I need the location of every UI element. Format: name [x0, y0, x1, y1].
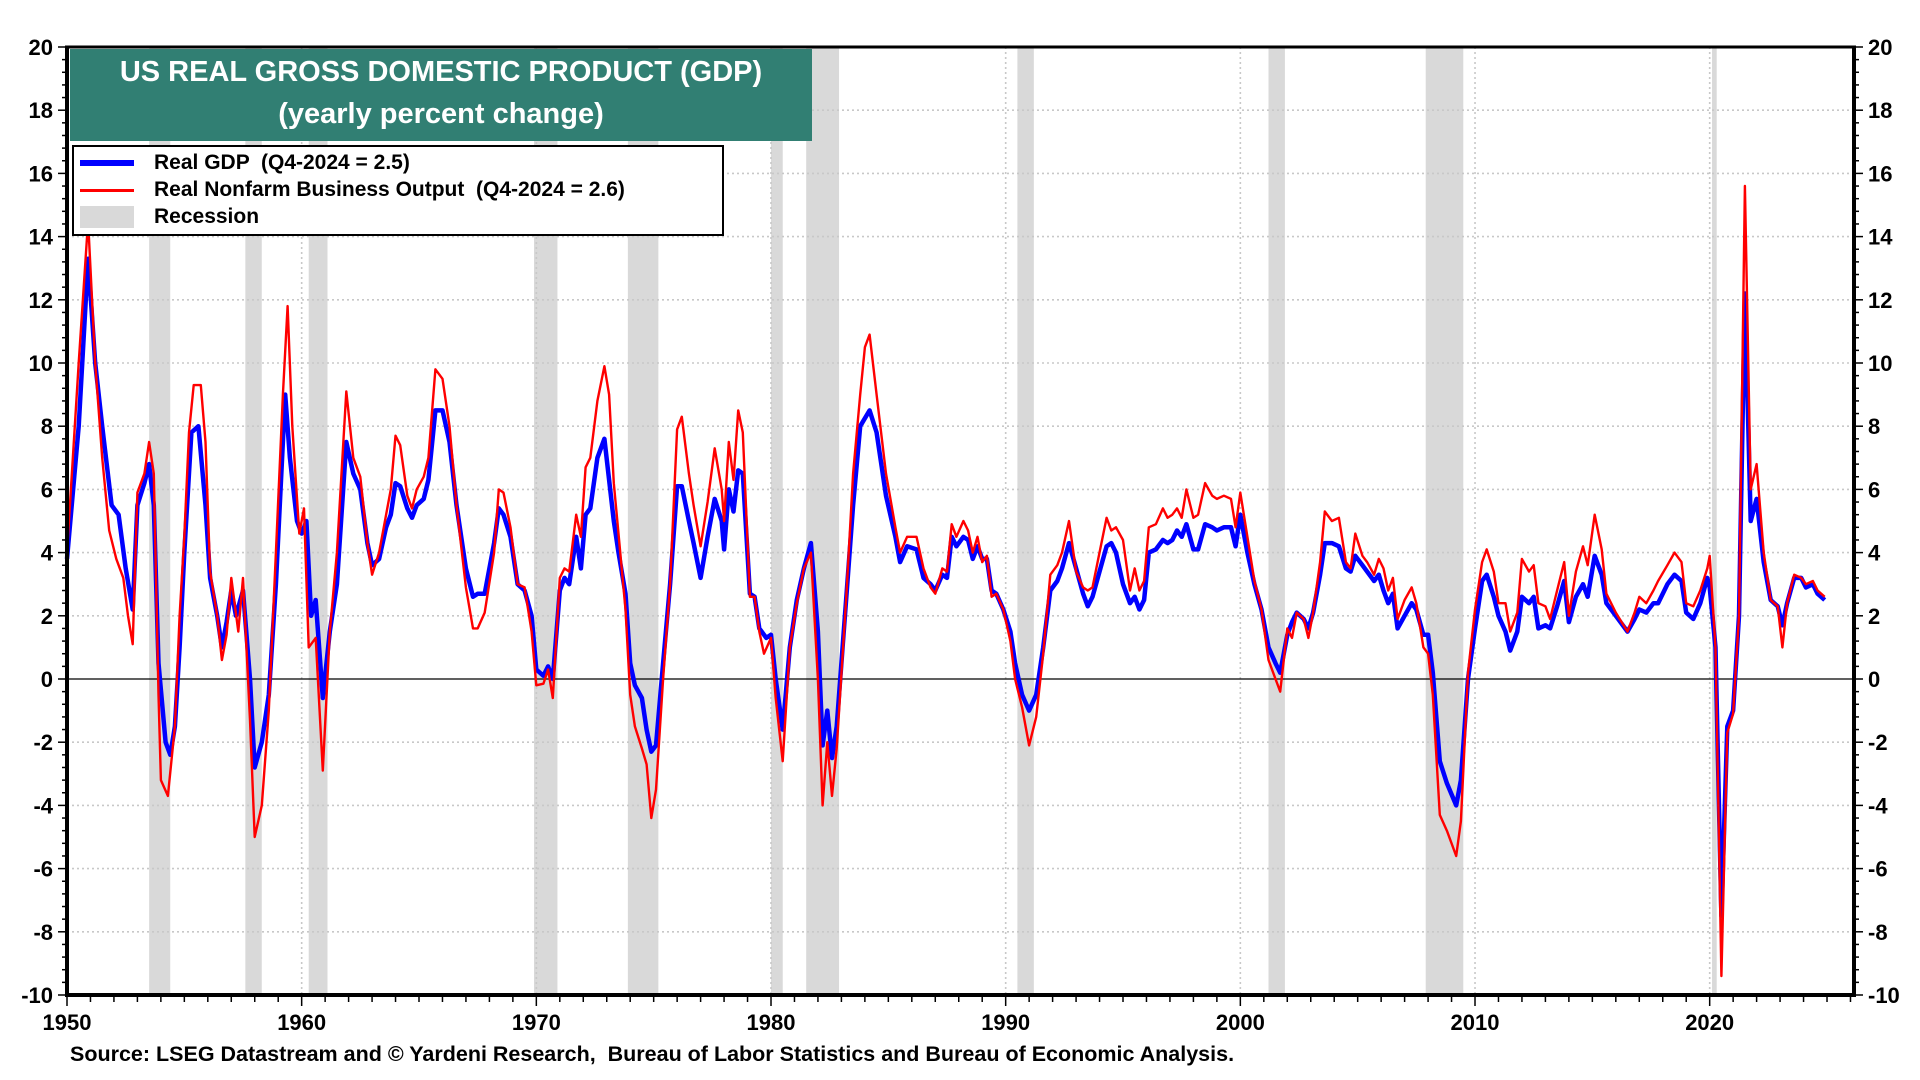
left-y-tick-label: 14 — [29, 225, 54, 250]
recession-band — [149, 47, 171, 995]
x-tick-label: 1950 — [43, 1010, 92, 1035]
left-y-tick-label: -2 — [33, 730, 53, 755]
legend: Real GDP (Q4-2024 = 2.5) Real Nonfarm Bu… — [72, 145, 724, 236]
x-tick-label: 2010 — [1451, 1010, 1500, 1035]
recession-band — [1712, 47, 1717, 995]
x-tick-label: 1980 — [747, 1010, 796, 1035]
left-y-tick-label: -8 — [33, 920, 53, 945]
legend-item-nonfarm-output: Real Nonfarm Business Output (Q4-2024 = … — [80, 176, 625, 204]
chart-title: US REAL GROSS DOMESTIC PRODUCT (GDP) — [119, 56, 763, 88]
left-y-tick-label: 20 — [29, 35, 53, 60]
source-note: Source: LSEG Datastream and © Yardeni Re… — [70, 1042, 1235, 1066]
chart-title-box: US REAL GROSS DOMESTIC PRODUCT (GDP) (ye… — [70, 49, 812, 141]
left-y-tick-label: 18 — [29, 98, 53, 123]
legend-swatch-recession — [80, 206, 134, 228]
right-y-tick-label: 18 — [1868, 98, 1892, 123]
legend-item-recession: Recession — [80, 203, 259, 231]
x-tick-label: 2000 — [1216, 1010, 1265, 1035]
right-y-tick-label: 4 — [1868, 541, 1881, 566]
x-tick-label: 1990 — [981, 1010, 1030, 1035]
legend-item-real-gdp: Real GDP (Q4-2024 = 2.5) — [80, 149, 410, 177]
recession-band — [1017, 47, 1034, 995]
recession-band — [1425, 47, 1464, 995]
right-y-tick-label: 8 — [1868, 414, 1880, 439]
x-tick-label: 1960 — [277, 1010, 326, 1035]
left-y-tick-label: 6 — [41, 477, 53, 502]
chart-subtitle: (yearly percent change) — [278, 98, 604, 130]
left-y-tick-label: 4 — [41, 541, 54, 566]
legend-label-recession: Recession — [154, 205, 260, 228]
right-y-tick-label: -6 — [1868, 857, 1888, 882]
right-y-tick-label: 14 — [1868, 225, 1893, 250]
series-line-nonfarm-output — [65, 184, 1826, 978]
recession-band — [533, 47, 558, 995]
gridlines — [67, 47, 1854, 995]
recession-band — [806, 47, 840, 995]
axes — [58, 45, 1863, 1006]
legend-label-real-gdp: Real GDP (Q4-2024 = 2.5) — [154, 151, 410, 174]
right-y-tick-label: -4 — [1868, 793, 1888, 818]
right-y-tick-label: -8 — [1868, 920, 1888, 945]
legend-swatch-nonfarm-output — [80, 188, 134, 192]
right-y-tick-label: -10 — [1868, 983, 1900, 1008]
left-y-tick-label: 10 — [29, 351, 53, 376]
recession-bands — [149, 47, 1717, 995]
left-y-tick-label: -10 — [21, 983, 53, 1008]
right-y-axis-tick-labels: -10 -8 -6 -4 -2 0 2 4 6 8 10 12 14 16 18 20 — [1868, 35, 1900, 1008]
series-line-real-gdp — [64, 256, 1827, 919]
right-y-tick-label: -2 — [1868, 730, 1888, 755]
left-y-tick-label: 12 — [29, 288, 53, 313]
right-y-tick-label: 12 — [1868, 288, 1892, 313]
recession-band — [771, 47, 783, 995]
left-y-tick-label: 8 — [41, 414, 53, 439]
left-y-tick-label: -4 — [33, 793, 53, 818]
legend-label-nonfarm-output: Real Nonfarm Business Output (Q4-2024 = … — [154, 178, 625, 201]
left-y-axis-tick-labels: -10 -8 -6 -4 -2 0 2 4 6 8 10 12 14 16 18 20 — [21, 35, 54, 1008]
legend-swatch-real-gdp — [80, 160, 134, 166]
right-y-tick-label: 10 — [1868, 351, 1892, 376]
left-y-tick-label: -6 — [33, 857, 53, 882]
x-tick-label: 2020 — [1685, 1010, 1734, 1035]
left-y-tick-label: 0 — [41, 667, 53, 692]
x-tick-label: 1970 — [512, 1010, 561, 1035]
x-axis-tick-labels: 1950 1960 1970 1980 1990 2000 2010 2020 — [43, 1010, 1735, 1035]
left-y-tick-label: 2 — [41, 604, 53, 629]
right-y-tick-label: 16 — [1868, 161, 1892, 186]
right-y-tick-label: 2 — [1868, 604, 1880, 629]
left-y-tick-label: 16 — [29, 161, 53, 186]
right-y-tick-label: 0 — [1868, 667, 1880, 692]
series-lines — [64, 184, 1827, 978]
right-y-tick-label: 20 — [1868, 35, 1892, 60]
recession-band — [1268, 47, 1285, 995]
right-y-tick-label: 6 — [1868, 477, 1880, 502]
